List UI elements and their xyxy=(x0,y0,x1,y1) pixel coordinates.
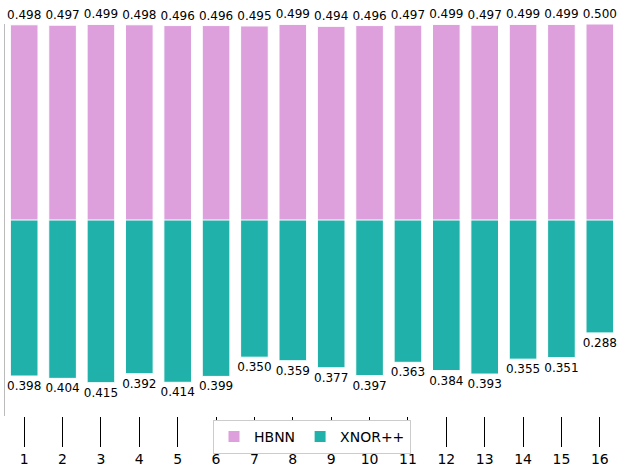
svg-text:0.499: 0.499 xyxy=(506,7,540,21)
svg-text:0.415: 0.415 xyxy=(84,386,118,400)
svg-text:0.499: 0.499 xyxy=(276,7,310,21)
svg-text:0.499: 0.499 xyxy=(429,7,463,21)
svg-text:11: 11 xyxy=(399,450,417,467)
svg-text:XNOR++: XNOR++ xyxy=(340,429,404,445)
svg-text:0.496: 0.496 xyxy=(199,9,233,23)
svg-text:0.351: 0.351 xyxy=(544,361,578,375)
svg-text:0.384: 0.384 xyxy=(429,374,463,388)
svg-text:0.414: 0.414 xyxy=(161,385,195,399)
svg-text:3: 3 xyxy=(96,451,105,467)
svg-text:0.355: 0.355 xyxy=(506,362,540,376)
svg-text:4: 4 xyxy=(135,451,144,467)
svg-text:14: 14 xyxy=(514,451,532,467)
svg-text:9: 9 xyxy=(326,450,336,467)
svg-text:0.494: 0.494 xyxy=(314,9,348,23)
svg-text:0.498: 0.498 xyxy=(122,8,156,22)
svg-text:0.497: 0.497 xyxy=(45,8,79,22)
svg-text:0.363: 0.363 xyxy=(391,365,425,379)
svg-text:0.398: 0.398 xyxy=(7,379,41,393)
svg-text:0.497: 0.497 xyxy=(468,8,502,22)
svg-text:0.500: 0.500 xyxy=(583,7,617,21)
svg-text:5: 5 xyxy=(173,451,182,467)
svg-text:0.498: 0.498 xyxy=(7,8,41,22)
svg-text:0.350: 0.350 xyxy=(237,360,271,374)
svg-text:0.495: 0.495 xyxy=(237,9,271,23)
svg-text:13: 13 xyxy=(476,451,494,467)
svg-text:0.496: 0.496 xyxy=(161,9,195,23)
svg-text:0.359: 0.359 xyxy=(276,364,310,378)
svg-text:16: 16 xyxy=(591,451,609,467)
svg-text:6: 6 xyxy=(211,450,221,467)
svg-text:0.288: 0.288 xyxy=(583,336,617,350)
svg-text:8: 8 xyxy=(288,450,298,467)
svg-text:2: 2 xyxy=(58,451,67,467)
svg-text:10: 10 xyxy=(360,450,379,467)
svg-text:0.397: 0.397 xyxy=(352,379,386,393)
svg-text:0.377: 0.377 xyxy=(314,371,348,385)
svg-text:0.399: 0.399 xyxy=(199,379,233,393)
svg-text:0.499: 0.499 xyxy=(84,7,118,21)
svg-text:0.497: 0.497 xyxy=(391,8,425,22)
svg-text:0.392: 0.392 xyxy=(122,377,156,391)
svg-text:0.393: 0.393 xyxy=(468,377,502,391)
svg-text:0.496: 0.496 xyxy=(352,9,386,23)
svg-text:1: 1 xyxy=(20,451,29,467)
svg-text:0.499: 0.499 xyxy=(544,7,578,21)
svg-text:7: 7 xyxy=(250,450,259,467)
svg-text:0.404: 0.404 xyxy=(45,381,79,395)
svg-text:HBNN: HBNN xyxy=(254,429,295,445)
svg-text:12: 12 xyxy=(437,451,455,467)
svg-text:15: 15 xyxy=(553,451,571,467)
